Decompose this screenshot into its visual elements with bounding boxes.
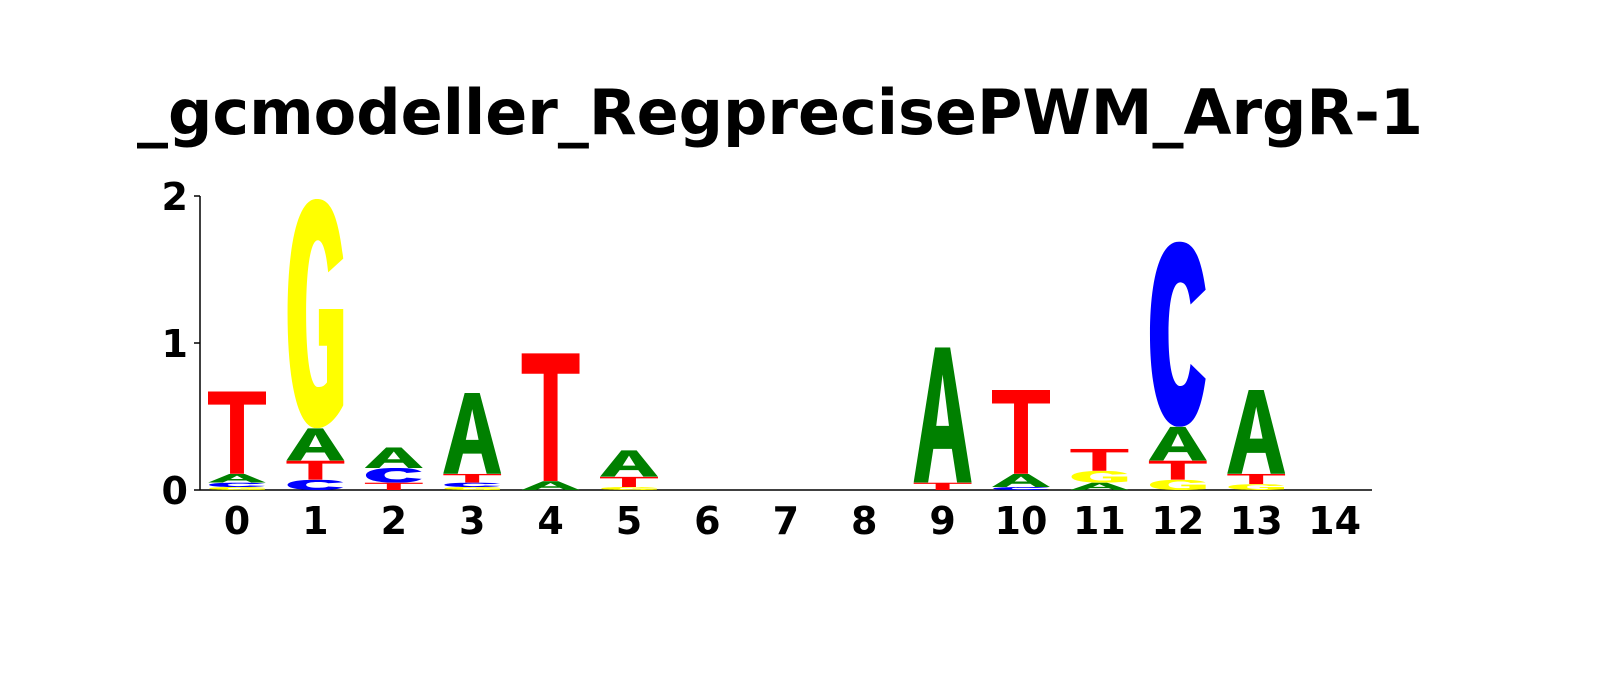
letter-T-pos-11 — [1070, 448, 1129, 471]
letter-C-pos-3 — [444, 482, 501, 488]
page-title: _gcmodeller_RegprecisePWM_ArgR-1 — [136, 76, 1424, 149]
y-tick-label: 0 — [162, 469, 188, 513]
letter-A-pos-1 — [286, 428, 345, 461]
position-stack-1 — [286, 198, 345, 490]
letter-G-pos-3 — [444, 487, 501, 490]
position-stack-2 — [364, 447, 423, 490]
letter-T-pos-2 — [364, 482, 423, 490]
position-stack-12 — [1148, 241, 1207, 490]
letter-G-pos-0 — [209, 487, 265, 490]
x-tick-label: 14 — [1308, 499, 1361, 543]
x-tick-label: 13 — [1230, 499, 1283, 543]
letter-C-pos-1 — [287, 479, 344, 490]
letter-T-pos-5 — [600, 476, 658, 488]
letter-T-pos-9 — [913, 482, 972, 490]
letter-C-pos-0 — [209, 482, 265, 488]
position-stack-10 — [992, 390, 1050, 490]
letter-A-pos-10 — [992, 473, 1050, 488]
letter-G-pos-11 — [1071, 470, 1128, 483]
letter-G-pos-12 — [1149, 479, 1206, 490]
y-tick-label: 1 — [162, 322, 188, 366]
letter-T-pos-3 — [443, 473, 502, 483]
letter-C-pos-12 — [1149, 241, 1206, 427]
letter-A-pos-0 — [208, 473, 266, 483]
letter-A-pos-11 — [1070, 482, 1129, 490]
position-stack-4 — [521, 353, 580, 490]
letter-A-pos-13 — [1227, 390, 1286, 474]
x-tick-label: 6 — [694, 499, 720, 543]
x-tick-label: 4 — [537, 499, 563, 543]
x-tick-label: 0 — [224, 499, 250, 543]
letter-G-pos-1 — [287, 198, 344, 429]
letter-G-pos-5 — [601, 487, 657, 490]
letter-T-pos-12 — [1148, 460, 1207, 480]
x-tick-label: 1 — [302, 499, 328, 543]
x-tick-label: 10 — [995, 499, 1048, 543]
letter-A-pos-3 — [443, 392, 502, 474]
chart-axes — [194, 195, 1372, 491]
logo-stacks — [208, 198, 1286, 490]
position-stack-0 — [208, 391, 266, 490]
letter-A-pos-9 — [913, 347, 972, 483]
letter-T-pos-13 — [1227, 473, 1286, 485]
x-tick-label: 5 — [616, 499, 642, 543]
letter-T-pos-0 — [208, 391, 266, 474]
x-tick-label: 3 — [459, 499, 485, 543]
position-stack-5 — [600, 450, 658, 490]
x-tick-label: 11 — [1073, 499, 1126, 543]
letter-C-pos-2 — [365, 467, 422, 483]
x-tick-label: 9 — [929, 499, 955, 543]
x-tick-label: 8 — [851, 499, 877, 543]
position-stack-11 — [1070, 448, 1129, 490]
x-tick-label: 12 — [1151, 499, 1204, 543]
letter-T-pos-1 — [286, 460, 345, 480]
position-stack-13 — [1227, 390, 1286, 490]
letter-T-pos-4 — [521, 353, 580, 482]
letter-A-pos-5 — [600, 450, 658, 477]
y-tick-label: 2 — [162, 175, 188, 219]
x-tick-label: 2 — [381, 499, 407, 543]
position-stack-3 — [443, 392, 502, 490]
letter-A-pos-12 — [1148, 426, 1207, 461]
letter-C-pos-10 — [993, 487, 1049, 490]
letter-G-pos-13 — [1228, 484, 1285, 490]
letter-A-pos-4 — [521, 481, 580, 490]
x-tick-label: 7 — [773, 499, 799, 543]
position-stack-9 — [913, 347, 972, 490]
letter-T-pos-10 — [992, 390, 1050, 474]
letter-A-pos-2 — [364, 447, 423, 468]
